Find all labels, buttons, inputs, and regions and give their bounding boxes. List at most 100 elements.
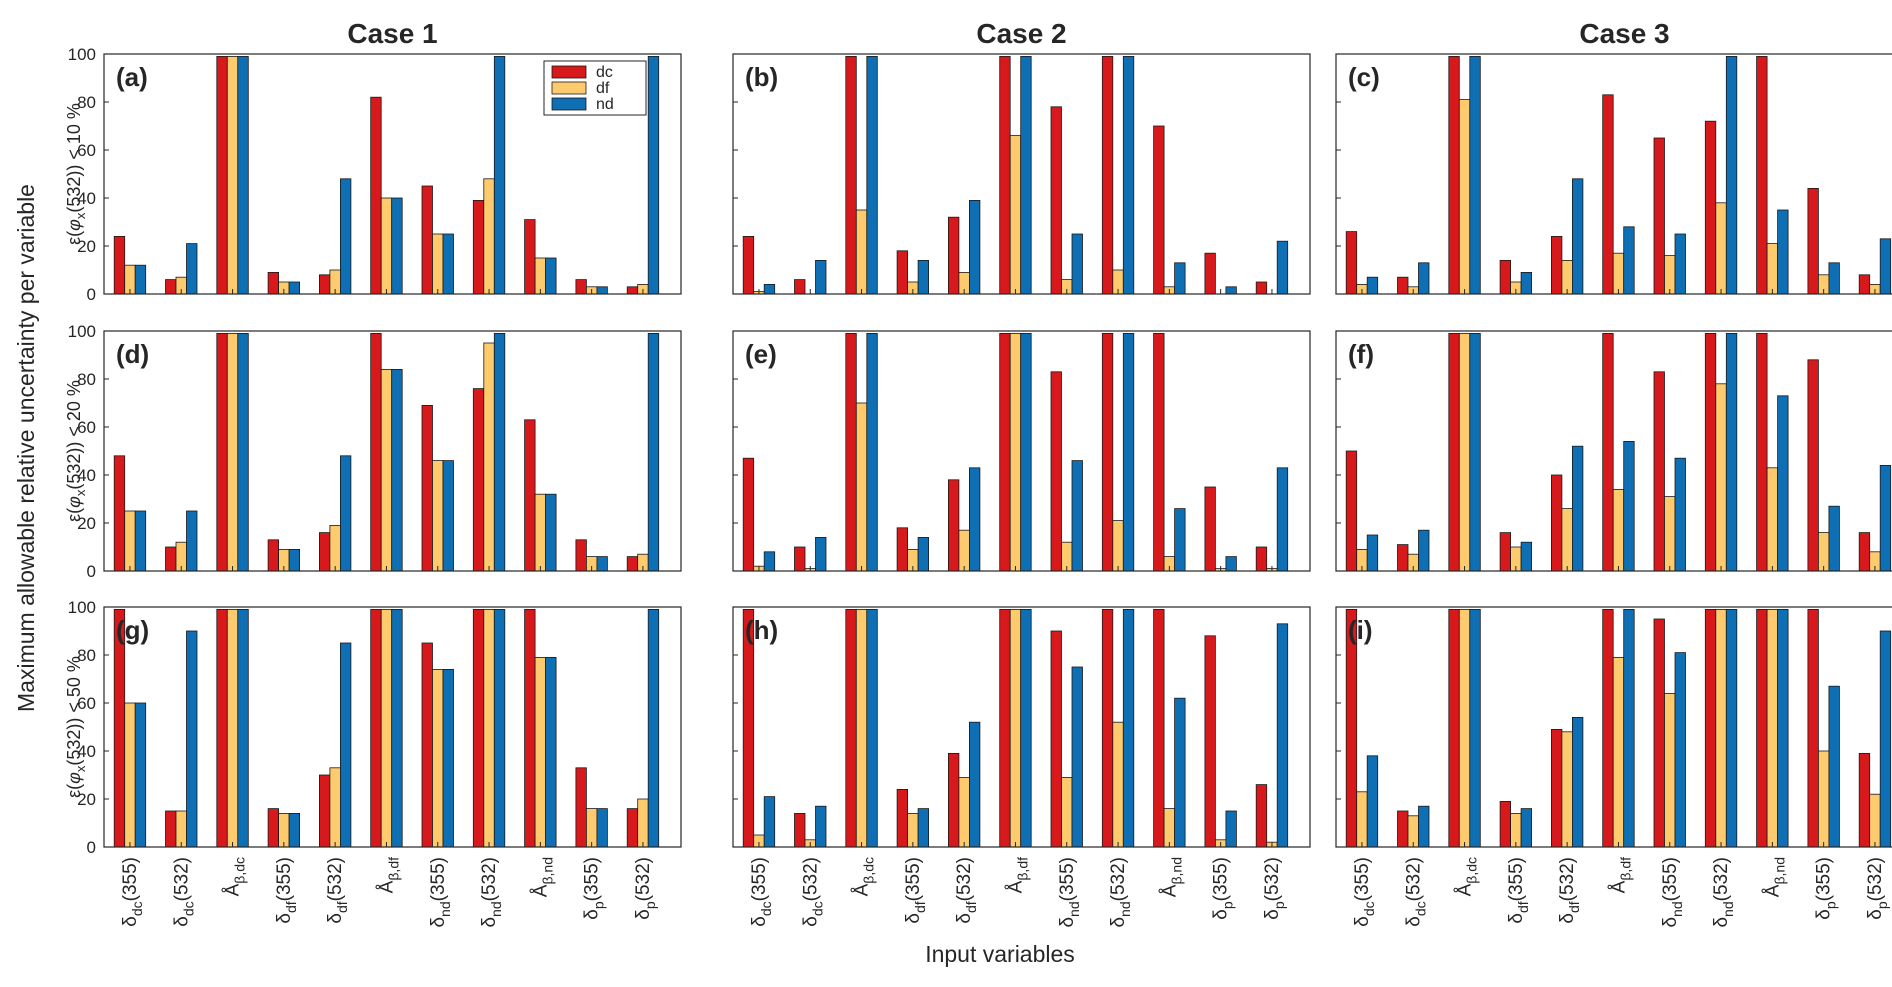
bar-dc <box>1153 332 1165 572</box>
bar-df <box>1112 721 1124 848</box>
y-tick-label: 100 <box>68 45 96 64</box>
bar-nd <box>763 283 776 295</box>
bar-dc <box>1050 106 1062 295</box>
bar-dc <box>794 546 806 572</box>
bar-df <box>380 368 393 572</box>
bar-nd <box>1276 623 1289 848</box>
bar-dc <box>267 808 280 848</box>
bar-df <box>483 609 495 848</box>
column-title: Case 2 <box>976 18 1066 49</box>
bar-nd <box>1879 238 1892 295</box>
y-tick-label: 60 <box>77 418 96 437</box>
bar-nd <box>1418 529 1430 572</box>
bar-nd <box>917 537 929 572</box>
legend-label-df: df <box>596 80 610 97</box>
bar-dc <box>216 56 228 295</box>
x-tick-label: δnd(532) <box>1108 857 1133 928</box>
bar-nd <box>1366 276 1379 295</box>
bar-nd <box>1674 457 1686 572</box>
bar-dc <box>1653 371 1665 572</box>
bar-dc <box>524 609 536 848</box>
bar-df <box>1766 609 1778 848</box>
bar-dc <box>1756 56 1768 295</box>
bar-nd <box>442 460 454 572</box>
bar-dc <box>524 219 536 295</box>
bar-dc <box>999 609 1011 848</box>
bar-dc <box>1255 281 1268 295</box>
bar-nd <box>1572 445 1584 572</box>
bar-df <box>329 767 341 848</box>
legend-swatch-df <box>551 81 587 95</box>
bar-dc <box>1756 609 1768 848</box>
bar-nd <box>647 56 660 295</box>
legend-label-dc: dc <box>596 64 613 81</box>
bar-nd <box>1071 233 1083 295</box>
bar-nd <box>1469 332 1481 572</box>
bar-nd <box>1276 240 1289 295</box>
figure-ylabel: Maximum allowable relative uncertainty p… <box>13 184 39 712</box>
bar-dc <box>472 388 485 572</box>
bar-dc <box>1653 618 1665 848</box>
bar-nd <box>1674 233 1686 295</box>
x-tick-label: δp(355) <box>582 857 607 920</box>
bar-dc <box>845 332 857 572</box>
bar-nd <box>545 493 557 572</box>
bar-nd <box>545 657 557 848</box>
bar-nd <box>493 56 506 295</box>
bar-df <box>1561 508 1573 572</box>
bar-dc <box>845 609 857 848</box>
axes-box <box>732 606 1311 848</box>
bar-nd <box>1276 467 1289 572</box>
bar-nd <box>1469 609 1481 848</box>
bar-df <box>534 257 546 295</box>
bar-nd <box>815 259 827 295</box>
bar-nd <box>596 286 608 295</box>
panel-d: 0 20 40 60 80 100 (d) <box>68 322 682 581</box>
bar-df <box>380 609 393 848</box>
bar-dc <box>845 56 857 295</box>
bar-dc <box>999 56 1011 295</box>
x-tick-label: δnd(532) <box>1711 857 1736 928</box>
bar-nd <box>545 257 557 295</box>
bar-dc <box>948 479 960 572</box>
x-tick-label: δdc(532) <box>171 857 196 927</box>
bar-nd <box>1366 534 1379 572</box>
chart-panels: 0 20 40 60 80 100 (a) (b) (c) 0 20 40 60 80 100 (d) (e) (… <box>68 45 1892 928</box>
x-tick-label: Åβ,df <box>376 857 401 893</box>
bar-nd <box>1174 262 1186 295</box>
x-tick-label: Åβ,dc <box>1455 857 1480 896</box>
y-tick-label: 80 <box>77 646 96 665</box>
bar-dc <box>1448 332 1460 572</box>
bar-nd <box>186 630 198 848</box>
bar-dc <box>1704 332 1717 572</box>
bar-df <box>1009 332 1022 572</box>
y-tick-label: 80 <box>77 93 96 112</box>
bar-dc <box>421 404 433 572</box>
bar-nd <box>1122 56 1135 295</box>
panel-h: δdc(355) δdc(532) Åβ,dc δdf(355) δdf(532) Åβ,… <box>732 606 1311 928</box>
bar-nd <box>815 537 827 572</box>
bar-df <box>1612 657 1625 848</box>
bar-dc <box>742 235 755 295</box>
bar-dc <box>948 216 960 295</box>
bar-nd <box>186 510 198 572</box>
bar-nd <box>1725 56 1738 295</box>
bar-df <box>1664 496 1676 572</box>
bar-df <box>534 657 546 848</box>
y-tick-label: 0 <box>87 285 96 304</box>
bar-dc <box>267 271 280 295</box>
bar-dc <box>113 235 126 295</box>
y-tick-label: 60 <box>77 141 96 160</box>
bar-df <box>958 529 970 572</box>
bar-dc <box>896 789 908 848</box>
panel-label: (e) <box>745 339 777 369</box>
bar-nd <box>866 332 878 572</box>
bar-df <box>432 460 444 572</box>
bar-df <box>1715 202 1727 295</box>
bar-nd <box>1122 332 1135 572</box>
bar-df <box>1766 243 1778 295</box>
bar-dc <box>1602 332 1614 572</box>
bar-nd <box>596 808 608 848</box>
bar-nd <box>917 259 929 295</box>
bar-dc <box>1050 630 1062 848</box>
